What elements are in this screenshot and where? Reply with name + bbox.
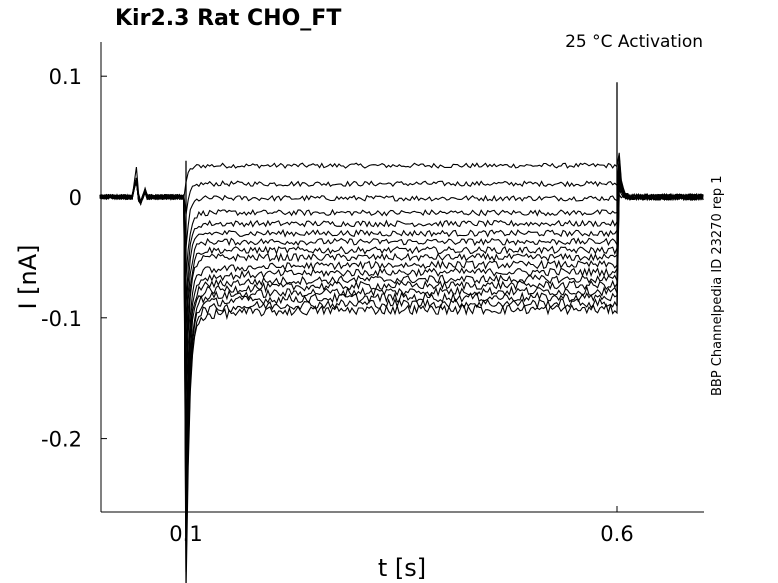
series-line [99, 170, 704, 383]
series-line [99, 179, 704, 573]
y-tick-label: 0 [69, 186, 82, 210]
traces-group [99, 82, 704, 583]
x-tick-label: 0.1 [169, 522, 202, 546]
y-ticks-group: 0.1 0 -0.1 -0.2 [41, 65, 107, 452]
y-axis-label: I [nA] [14, 244, 42, 309]
series-line [99, 165, 704, 332]
y-tick-label: -0.1 [41, 307, 82, 331]
series-line [99, 179, 704, 456]
series-line [99, 176, 704, 437]
side-label: BBP Channelpedia ID 23270 rep 1 [710, 175, 725, 396]
series-line [99, 163, 704, 307]
series-line [99, 177, 704, 403]
series-line [99, 178, 704, 523]
series-line [99, 178, 704, 583]
series-line [99, 156, 704, 215]
series-line [99, 162, 704, 248]
x-axis-label: t [s] [378, 554, 426, 582]
y-tick-label: 0.1 [49, 65, 82, 89]
series-line [99, 171, 704, 358]
chart-subtitle: 25 °C Activation [565, 32, 703, 52]
chart-title: Kir2.3 Rat CHO_FT [115, 6, 341, 31]
x-ticks-group: 0.1 0.6 [169, 506, 634, 546]
series-line [99, 159, 704, 278]
x-tick-label: 0.6 [600, 522, 633, 546]
series-line [99, 152, 704, 203]
y-tick-label: -0.2 [41, 428, 82, 452]
series-line [99, 181, 704, 546]
